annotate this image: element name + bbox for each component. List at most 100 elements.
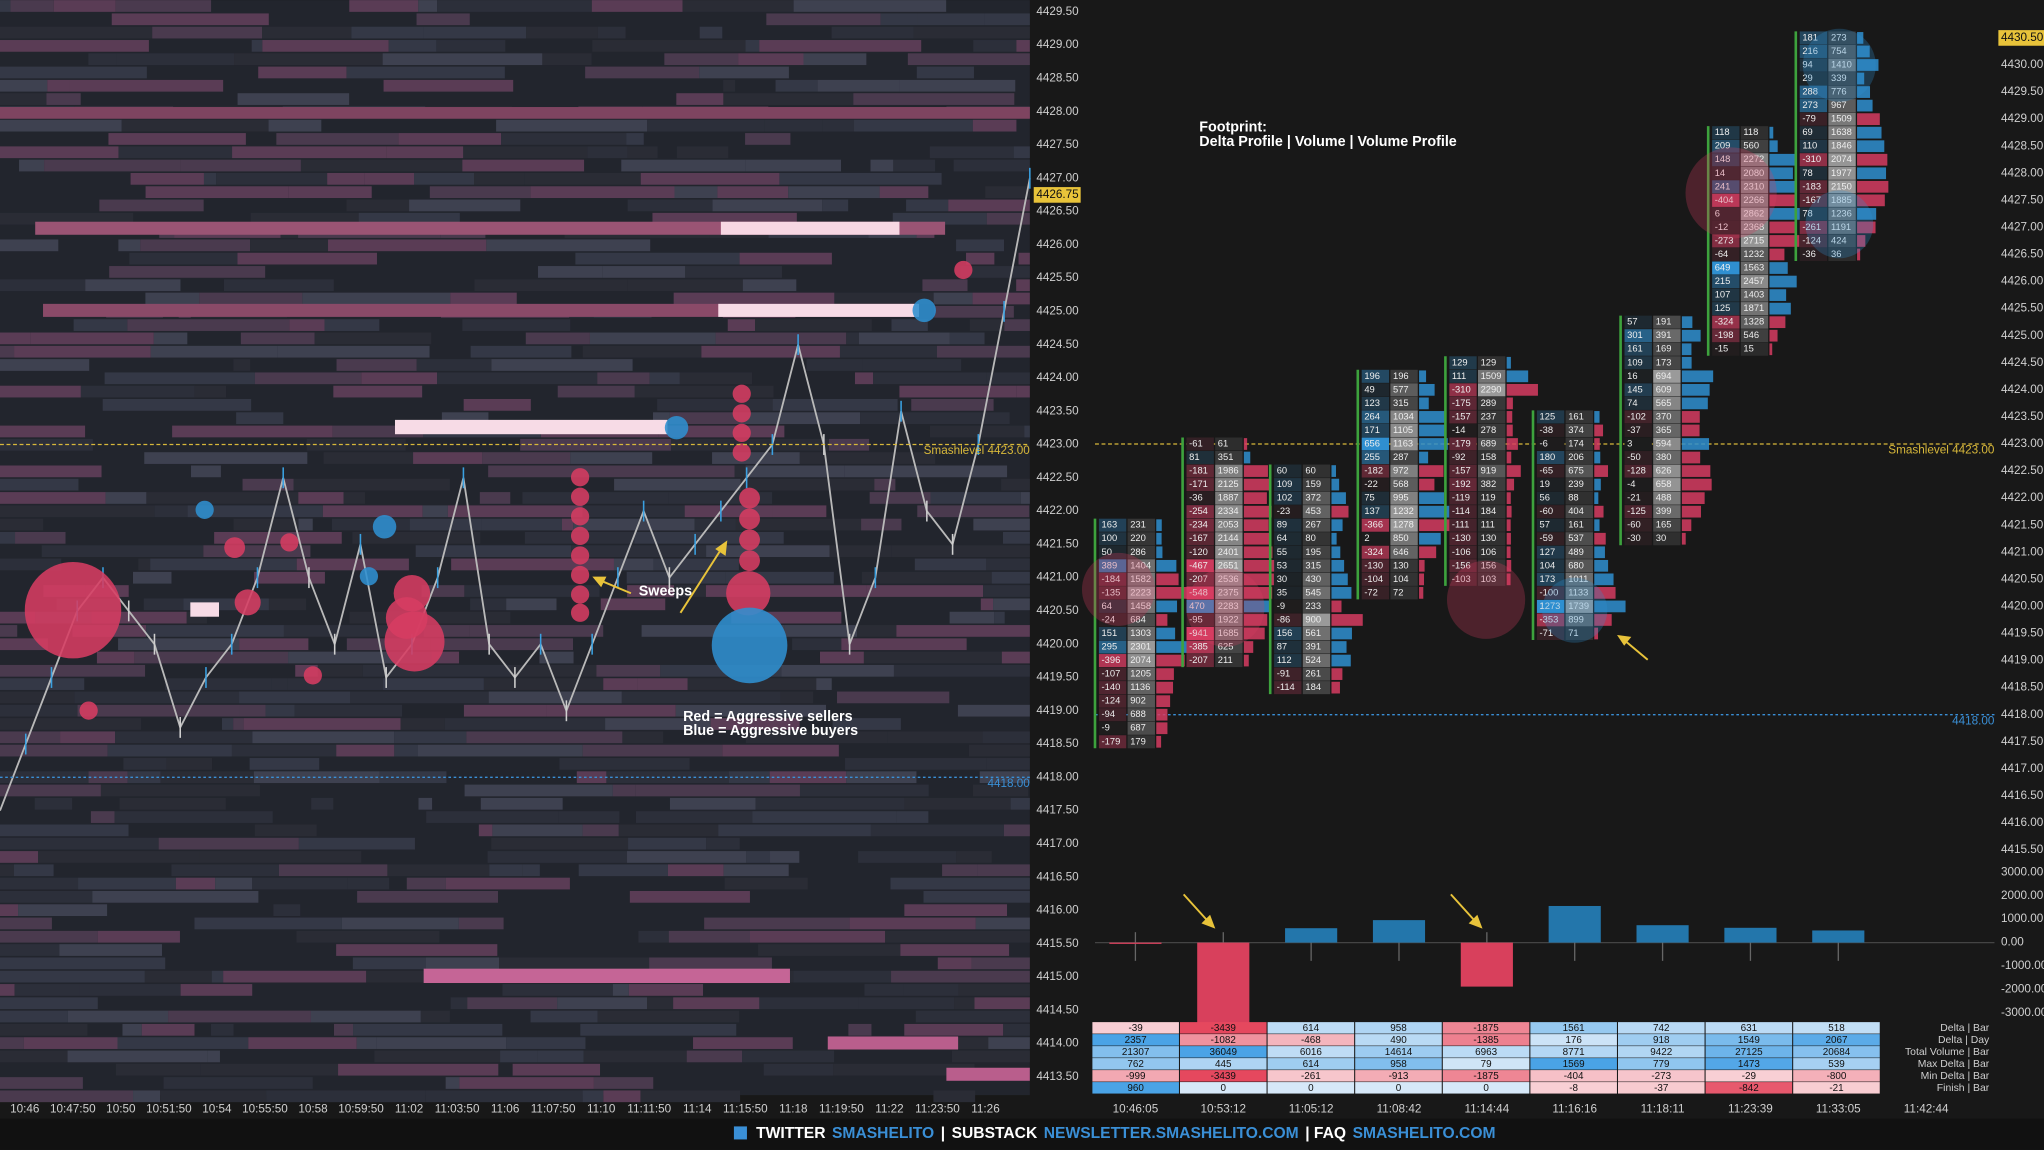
heatmap-cell (627, 279, 743, 292)
heatmap-cell (669, 412, 739, 425)
volume-profile (1156, 641, 1188, 653)
heatmap-cell (0, 492, 106, 504)
footer-item[interactable]: SMASHELITO (832, 1125, 934, 1142)
heatmap-cell (132, 571, 172, 584)
volume-cell (1740, 315, 1769, 329)
delta-cell (1098, 613, 1127, 627)
delta-value: -36 (1189, 493, 1203, 503)
volume-cell (1565, 532, 1593, 546)
volume-profile (1156, 532, 1162, 545)
delta-cell (1274, 640, 1302, 654)
footer-item[interactable]: SMASHELITO.COM (1353, 1125, 1496, 1142)
volume-value: 537 (1568, 533, 1584, 543)
heatmap-cell (166, 758, 213, 770)
volume-value: 161 (1568, 520, 1584, 530)
heatmap-cell (233, 718, 244, 730)
volume-value: 524 (1305, 655, 1321, 665)
volume-value: 15 (1743, 344, 1753, 354)
heatmap-cell (0, 119, 122, 132)
heatmap-cell (80, 385, 195, 398)
volume-cell (1653, 505, 1681, 519)
table-cell (1617, 1070, 1705, 1082)
delta-value: -114 (1452, 506, 1470, 516)
heatmap-cell (144, 970, 212, 983)
table-cell (1355, 1070, 1442, 1082)
delta-value: -157 (1452, 466, 1471, 476)
heatmap-cell (627, 199, 713, 212)
volume-value: 1509 (1831, 114, 1852, 124)
volume-value: 2074 (1130, 655, 1151, 665)
heatmap-cell (968, 744, 1030, 757)
x-tick-label: 11:14:44 (1464, 1103, 1509, 1116)
volume-profile (1419, 370, 1427, 383)
delta-value: -79 (1802, 114, 1816, 124)
heatmap-cell (634, 385, 774, 398)
y-tick-label: 4424.50 (2001, 356, 2044, 369)
heatmap-cell (0, 1023, 88, 1036)
y-tick-label: 4418.00 (2001, 708, 2044, 721)
heatmap-cell (682, 0, 794, 12)
volume-profile (1681, 505, 1701, 518)
table-cell (1442, 1082, 1530, 1094)
heatmap-cell (294, 704, 403, 717)
volume-profile (1594, 559, 1609, 572)
liquidity-level (827, 1036, 959, 1050)
volume-profile (1156, 559, 1177, 572)
annotation: Sweeps (639, 584, 692, 600)
heatmap-cell (463, 146, 588, 159)
heatmap-cell (949, 332, 985, 345)
heatmap-cell (870, 159, 894, 172)
volume-profile (1243, 505, 1272, 518)
delta-cell (1098, 626, 1127, 641)
delta-value: 78 (1802, 208, 1812, 218)
table-value: -8 (1569, 1083, 1578, 1094)
delta-value: -130 (1364, 560, 1383, 570)
heatmap-cell (469, 625, 604, 637)
heatmap-cell (929, 146, 1014, 159)
heatmap-cell (933, 292, 973, 305)
heatmap-cell (582, 345, 702, 358)
delta-value: -60 (1627, 520, 1641, 530)
y-tick-label: 4423.00 (2001, 437, 2044, 450)
volume-value: 1458 (1130, 601, 1151, 611)
delta-tick-label: 1000.00 (2001, 912, 2044, 925)
arrow-head (1617, 635, 1632, 646)
volume-value: 161 (1568, 411, 1584, 421)
volume-value: 626 (1656, 466, 1672, 476)
y-tick-label: 4429.00 (1036, 38, 1079, 51)
delta-value: 110 (1802, 141, 1817, 151)
x-tick-label: 11:10 (587, 1103, 616, 1116)
heatmap-cell (0, 664, 146, 677)
table-value: -999 (1126, 1071, 1146, 1082)
footer-item[interactable]: NEWSLETTER.SMASHELITO.COM (1044, 1125, 1299, 1142)
heatmap-cell (341, 917, 459, 930)
heatmap-cell (591, 0, 683, 12)
heatmap-cell (724, 877, 808, 890)
heatmap-cell (496, 119, 648, 132)
heatmap-cell (593, 1077, 654, 1089)
volume-cell (1828, 166, 1856, 180)
volume-profile (1594, 627, 1599, 640)
volume-cell (1565, 491, 1593, 505)
volume-value: 159 (1305, 479, 1321, 489)
delta-value: -124 (1802, 235, 1821, 245)
delta-value: 75 (1364, 493, 1374, 503)
volume-value: 231 (1130, 520, 1146, 530)
heatmap-cell (143, 598, 184, 611)
volume-value: 2053 (1218, 520, 1239, 530)
heatmap-cell (854, 372, 874, 385)
delta-cell (1799, 44, 1828, 58)
x-tick-label: 11:03:50 (435, 1103, 480, 1116)
delta-cell (1186, 451, 1214, 465)
y-tick-label: 4426.50 (2001, 248, 2044, 261)
heatmap-cell (994, 611, 1005, 624)
delta-cell (1361, 478, 1390, 492)
volume-value: 1582 (1130, 574, 1151, 584)
y-tick-label: 4426.00 (1036, 238, 1079, 251)
heatmap-cell (444, 718, 606, 730)
footer-item: | (941, 1125, 945, 1142)
heatmap-cell (699, 26, 723, 39)
delta-value: -38 (1540, 425, 1554, 435)
heatmap-cell (759, 40, 922, 52)
table-cell (1267, 1046, 1355, 1058)
